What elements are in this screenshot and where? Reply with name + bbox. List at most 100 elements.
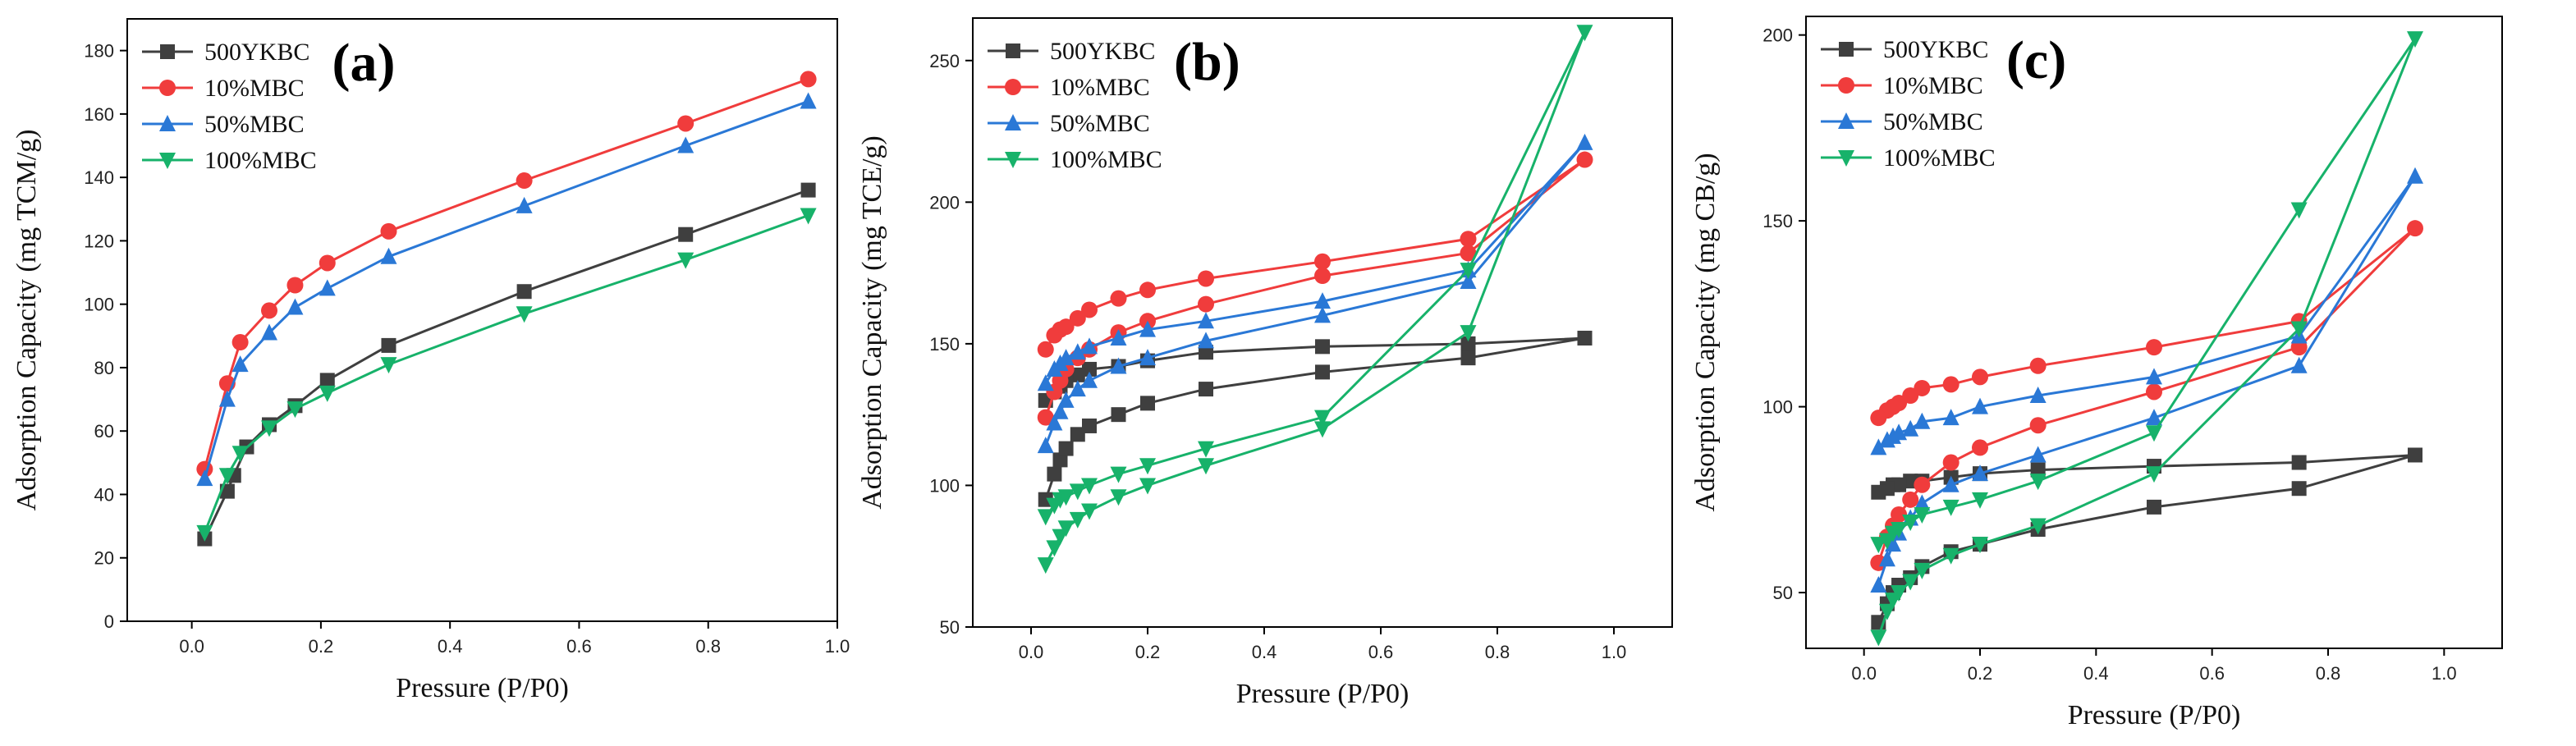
data-point-b-1 <box>1046 327 1063 344</box>
data-point-b-0 <box>1070 427 1085 442</box>
data-point-c-3 <box>1914 562 1931 579</box>
data-point-c-1 <box>1891 506 1908 523</box>
series-line-b-2 <box>1044 141 1586 446</box>
data-point-c-2 <box>2290 356 2308 373</box>
x-tick-label-a: 0.6 <box>566 636 592 657</box>
data-point-b-3 <box>1046 497 1063 515</box>
plot-frame-b <box>972 17 1673 628</box>
data-point-c-1 <box>2029 417 2047 434</box>
y-axis-label-b: Adsorption Capacity (mg TCE/g) <box>857 135 887 509</box>
data-point-b-0 <box>1460 350 1476 366</box>
data-point-b-3 <box>1037 509 1054 526</box>
data-point-b-1 <box>1110 290 1127 307</box>
legend-label-a-2: 50%MBC <box>204 111 305 138</box>
y-tick-label-a: 60 <box>94 421 114 442</box>
data-point-b-3 <box>1110 466 1127 483</box>
data-point-c-1 <box>2029 357 2047 374</box>
data-point-a-3 <box>677 252 694 269</box>
data-point-c-3 <box>2146 466 2162 483</box>
data-point-b-1 <box>1460 245 1477 262</box>
data-point-c-2 <box>2407 167 2423 184</box>
x-tick-label-c: 0.6 <box>2199 663 2225 684</box>
data-point-c-3 <box>2029 518 2047 535</box>
legend-label-a-1: 10%MBC <box>204 75 305 102</box>
legend-marker-c-2 <box>1838 112 1854 129</box>
data-point-a-0 <box>381 337 396 353</box>
data-point-b-2 <box>1110 328 1127 346</box>
x-tick-label-c: 0.0 <box>1851 663 1877 684</box>
data-point-c-3 <box>1902 515 1919 531</box>
y-tick-label-c: 200 <box>1762 25 1793 46</box>
data-point-b-2 <box>1052 402 1069 419</box>
data-point-b-1 <box>1198 270 1214 287</box>
legend-marker-a-3 <box>159 153 176 169</box>
y-tick-label-b: 200 <box>929 192 960 213</box>
data-point-b-2 <box>1576 133 1593 150</box>
data-point-b-0 <box>1199 345 1213 360</box>
data-point-b-2 <box>1037 374 1054 391</box>
data-point-a-2 <box>677 136 694 153</box>
data-point-b-2 <box>1314 292 1331 309</box>
data-point-a-2 <box>516 196 533 213</box>
data-point-b-0 <box>1058 441 1074 456</box>
data-point-b-1 <box>1314 268 1331 285</box>
data-point-b-3 <box>1139 458 1156 475</box>
data-point-c-1 <box>1870 410 1887 427</box>
data-point-a-3 <box>218 468 236 485</box>
data-point-c-3 <box>2407 31 2423 48</box>
data-point-c-1 <box>1914 476 1931 493</box>
data-point-a-0 <box>319 373 335 388</box>
data-point-c-3 <box>1972 537 1988 554</box>
data-point-b-2 <box>1198 312 1214 329</box>
panel-label-b: (b) <box>1174 32 1240 92</box>
data-point-c-3 <box>2290 321 2308 338</box>
data-point-c-3 <box>2290 202 2308 219</box>
data-point-b-0 <box>1577 330 1593 346</box>
data-point-b-2 <box>1081 337 1098 355</box>
data-point-b-3 <box>1460 263 1477 280</box>
data-point-b-0 <box>1052 452 1068 468</box>
data-point-b-1 <box>1069 309 1086 327</box>
chart-panel-c: 0.0 0.2 0.4 0.6 0.8 1.0 50 100 150 200 Pressure (P… <box>1690 16 2503 730</box>
legend-marker-b-2 <box>1005 114 1021 130</box>
data-point-b-3 <box>1037 557 1054 574</box>
data-point-c-2 <box>2029 387 2047 403</box>
panel-label-a: (a) <box>332 33 396 93</box>
legend-marker-a-2 <box>159 115 176 131</box>
data-point-b-3 <box>1057 520 1075 538</box>
y-tick-label-b: 100 <box>929 475 960 496</box>
data-point-c-3 <box>1942 547 1960 565</box>
plot-frame-a <box>126 18 838 622</box>
x-tick-label-b: 0.2 <box>1135 642 1161 662</box>
y-tick-label-a: 20 <box>94 548 114 569</box>
data-point-c-1 <box>2146 339 2162 356</box>
data-point-c-2 <box>1902 419 1919 437</box>
legend-label-a-3: 100%MBC <box>204 147 317 174</box>
data-point-b-2 <box>1198 332 1214 349</box>
data-point-a-2 <box>196 469 213 487</box>
data-point-c-0 <box>2408 447 2422 463</box>
data-point-a-2 <box>261 323 277 341</box>
data-point-b-0 <box>1111 407 1126 423</box>
legend-marker-b-1 <box>1005 79 1021 95</box>
legend-marker-c-3 <box>1838 150 1854 167</box>
y-tick-label-a: 120 <box>84 231 114 251</box>
data-point-c-3 <box>1891 585 1908 602</box>
data-point-c-3 <box>1870 629 1887 647</box>
data-point-b-0 <box>1082 361 1097 377</box>
y-tick-label-a: 160 <box>84 104 114 125</box>
x-axis-label-a: Pressure (P/P0) <box>396 673 569 703</box>
legend-label-c-1: 10%MBC <box>1883 72 1983 99</box>
data-point-a-1 <box>800 71 817 88</box>
legend-label-b-1: 10%MBC <box>1050 74 1150 101</box>
data-point-a-3 <box>800 208 817 225</box>
data-point-c-2 <box>1914 412 1931 429</box>
data-point-b-3 <box>1081 503 1098 520</box>
data-point-b-3 <box>1139 478 1156 495</box>
data-point-c-3 <box>2029 474 2047 491</box>
legend-marker-b-3 <box>1005 152 1021 168</box>
data-point-b-3 <box>1314 410 1331 427</box>
data-point-a-3 <box>196 524 213 542</box>
legend-label-b-3: 100%MBC <box>1050 146 1162 173</box>
data-point-c-2 <box>1870 438 1887 455</box>
